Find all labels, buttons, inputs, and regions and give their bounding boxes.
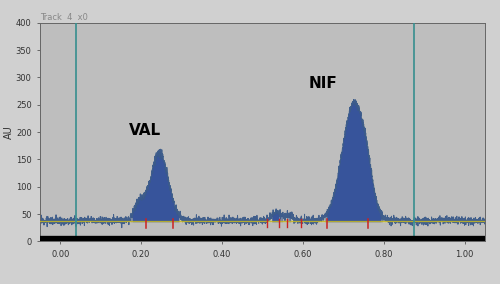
Text: VAL: VAL <box>129 123 161 138</box>
Text: Track  4  x0: Track 4 x0 <box>40 13 88 22</box>
Y-axis label: AU: AU <box>4 125 15 139</box>
Text: NIF: NIF <box>309 76 338 91</box>
